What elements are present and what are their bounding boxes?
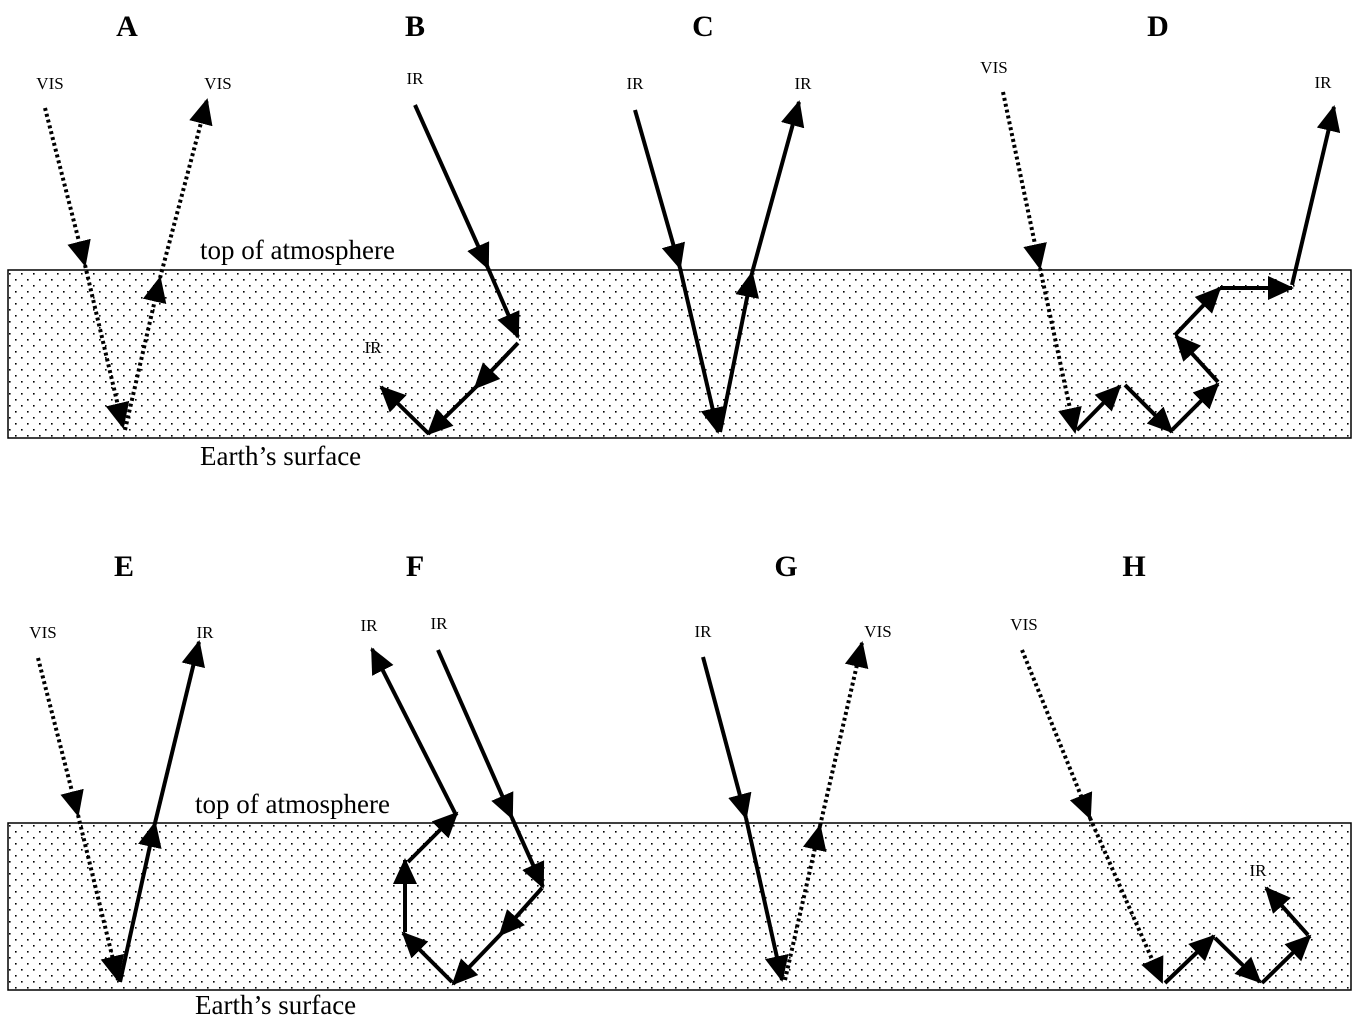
ir-ray <box>118 100 1341 986</box>
ray-label: VIS <box>29 623 56 642</box>
ray-label: IR <box>795 74 813 93</box>
ray-label: IR <box>365 338 383 357</box>
ray-label: IR <box>197 623 215 642</box>
surface-label: Earth’s surface <box>200 441 361 471</box>
ray-label: IR <box>431 614 449 633</box>
ray-label: VIS <box>864 622 891 641</box>
atmosphere-label: top of atmosphere <box>200 235 395 265</box>
surface-label: Earth’s surface <box>195 990 356 1020</box>
ray-label: IR <box>1250 861 1268 880</box>
panel-label: B <box>405 10 425 43</box>
panel-label: E <box>114 550 134 583</box>
panel-label: F <box>406 550 424 583</box>
ray-label: VIS <box>204 74 231 93</box>
ray-label: VIS <box>1010 615 1037 634</box>
atmosphere-band <box>7 822 1352 991</box>
ray-label: IR <box>1315 73 1333 92</box>
panel-label: H <box>1122 550 1145 583</box>
ray-label: VIS <box>980 58 1007 77</box>
atmosphere-band <box>7 269 1352 439</box>
panel-label: G <box>774 550 797 583</box>
atmosphere-label: top of atmosphere <box>195 789 390 819</box>
panel-label: C <box>692 10 714 43</box>
ray-label: IR <box>627 74 645 93</box>
panel-label: A <box>116 10 138 43</box>
ray-label: IR <box>407 69 425 88</box>
panel-label: D <box>1147 10 1169 43</box>
ray-label: IR <box>361 616 379 635</box>
vis-ray <box>36 91 1164 984</box>
ray-label: VIS <box>36 74 63 93</box>
ray-label: IR <box>695 622 713 641</box>
